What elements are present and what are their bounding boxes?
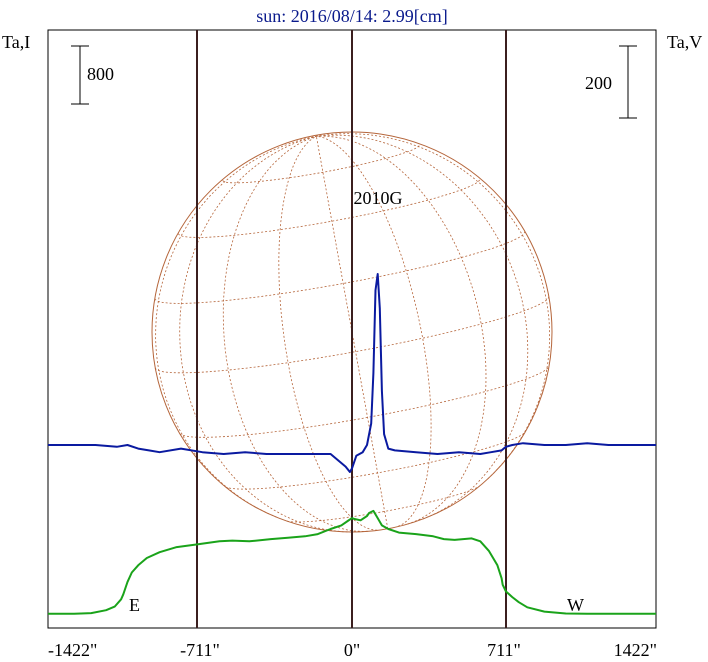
left-scale-bar — [71, 45, 89, 105]
longitude-line — [155, 135, 317, 518]
x-tick-label: -1422" — [48, 640, 97, 660]
chart-title: sun: 2016/08/14: 2.99[cm] — [256, 6, 448, 26]
series-group — [48, 273, 656, 615]
right-scale-bar — [619, 45, 637, 119]
longitude-line — [278, 135, 378, 531]
series-v-line — [48, 273, 656, 473]
latitude-line — [178, 178, 481, 238]
limb-lines — [196, 30, 507, 628]
x-tick-label: 1422" — [614, 640, 657, 660]
series-i-line — [48, 509, 656, 615]
left-axis-label: Ta,I — [2, 32, 30, 52]
longitude-line — [316, 136, 389, 529]
solar-disk — [151, 131, 553, 533]
x-tick-labels: -1422" -711" 0" 711" 1422" — [48, 640, 657, 660]
x-tick-label: 711" — [487, 640, 521, 660]
longitude-line — [316, 135, 432, 527]
latitude-line — [222, 144, 420, 184]
x-tick-label: -711" — [180, 640, 220, 660]
right-axis-label: Ta,V — [667, 32, 702, 52]
longitude-line — [316, 134, 529, 520]
west-limb-label: W — [567, 595, 584, 615]
longitude-line — [316, 133, 550, 480]
east-limb-label: E — [129, 595, 140, 615]
x-tick-label: 0" — [344, 640, 360, 660]
left-scale-bar-label: 800 — [87, 64, 114, 84]
latitude-line — [154, 296, 550, 374]
longitude-line — [179, 135, 352, 533]
source-label: 2010G — [354, 188, 403, 208]
longitude-line — [222, 135, 368, 532]
latitude-line — [286, 485, 480, 523]
right-scale-bar-label: 200 — [585, 73, 612, 93]
latitude-line — [154, 231, 526, 304]
